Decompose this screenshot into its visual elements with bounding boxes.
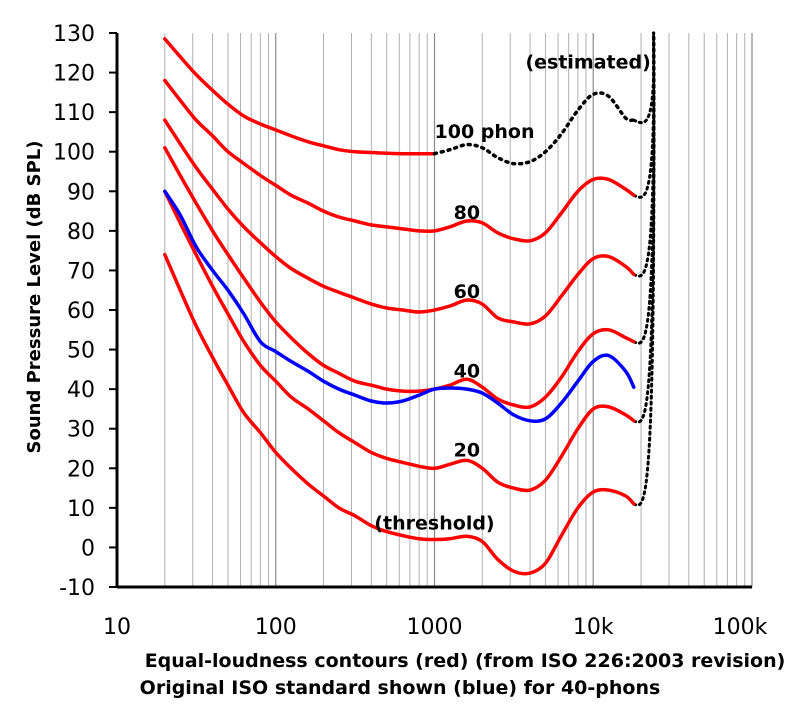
y-tick-label: 130: [53, 22, 95, 47]
series-line-60: [163, 118, 636, 326]
y-tick-label: 50: [67, 339, 95, 364]
series-line-40: [163, 146, 636, 410]
y-tick-label: 100: [53, 141, 95, 166]
x-tick-label: 10k: [573, 615, 614, 640]
series-line-80: [163, 78, 636, 243]
y-tick-label: 30: [67, 418, 95, 443]
estimated-tail: [632, 31, 656, 507]
series-line-20: [163, 189, 636, 493]
x-tick-label: 100k: [713, 615, 768, 640]
y-tick-label: 0: [81, 536, 95, 561]
y-tick-label: 80: [67, 220, 95, 245]
x-axis-label-line2: Original ISO standard shown (blue) for 4…: [139, 677, 661, 699]
x-axis-label-line1: Equal-loudness contours (red) (from ISO …: [144, 650, 786, 672]
series-line-100-phon-estimated: [432, 91, 636, 166]
x-tick-label: 1000: [407, 615, 463, 640]
annotation-estimated: (estimated): [525, 52, 650, 74]
y-tick-label: 120: [53, 62, 95, 87]
y-tick-label: 20: [67, 457, 95, 482]
annotation-100-phon: 100 phon: [435, 121, 535, 143]
series-line-40-phon-original-iso: [163, 189, 636, 424]
annotation-20: 20: [454, 439, 480, 461]
series-layer: [163, 31, 656, 576]
series-line-threshold: [163, 252, 636, 576]
y-tick-label: 60: [67, 299, 95, 324]
annotations: (estimated) 100 phon 80 60 40 20 (threshold): [374, 52, 650, 535]
y-tick-label: -10: [59, 576, 95, 601]
estimated-tail: [632, 31, 656, 345]
y-tick-label: 70: [67, 259, 95, 284]
y-tick-label: 40: [67, 378, 95, 403]
estimated-tail: [632, 31, 656, 424]
x-tick-label: 10: [103, 615, 131, 640]
series-line-100-phon: [163, 37, 437, 156]
annotation-threshold: (threshold): [374, 513, 494, 535]
annotation-60: 60: [454, 281, 480, 303]
estimated-tail: [632, 31, 656, 125]
annotation-80: 80: [454, 202, 480, 224]
axes: [109, 32, 752, 589]
y-tick-label: 10: [67, 497, 95, 522]
x-tick-label: 100: [255, 615, 297, 640]
y-axis-label: Sound Pressure Level (dB SPL): [24, 141, 45, 454]
y-tick-label: 90: [67, 180, 95, 205]
annotation-40: 40: [454, 360, 480, 382]
y-tick-label: 110: [53, 101, 95, 126]
